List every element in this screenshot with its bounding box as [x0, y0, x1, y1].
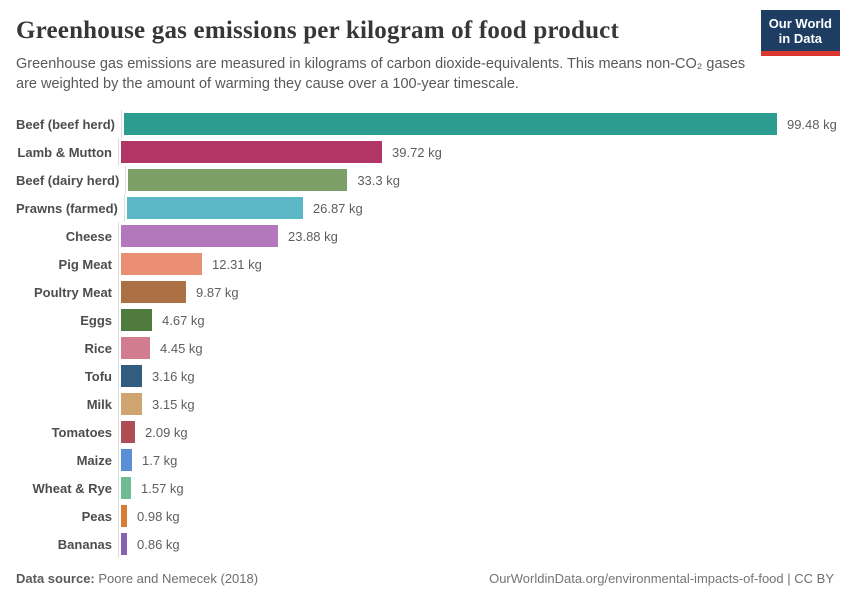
bar[interactable] [121, 449, 132, 471]
page-title: Greenhouse gas emissions per kilogram of… [16, 17, 619, 44]
category-label: Peas [81, 508, 112, 524]
value-label: 4.67 kg [162, 312, 205, 328]
chart-row: Beef (dairy herd) 33.3 kg [16, 166, 834, 194]
bar[interactable] [126, 197, 303, 219]
chart-row: Rice 4.45 kg [16, 334, 834, 362]
bar[interactable] [121, 225, 278, 247]
category-label: Poultry Meat [33, 284, 112, 300]
chart-row: Beef (beef herd) 99.48 kg [16, 110, 837, 138]
category-label: Bananas [57, 536, 112, 552]
footer-attribution: OurWorldinData.org/environmental-impacts… [489, 571, 834, 586]
category-label: Beef (beef herd) [16, 116, 115, 132]
value-label: 4.45 kg [160, 340, 203, 356]
bar[interactable] [128, 169, 348, 191]
footer-separator: | [783, 571, 795, 586]
value-label: 39.72 kg [392, 144, 442, 160]
value-label: 99.48 kg [786, 116, 837, 132]
category-label: Eggs [80, 312, 112, 328]
chart-row: Lamb & Mutton 39.72 kg [16, 138, 834, 166]
bar[interactable] [121, 281, 186, 303]
bar[interactable] [121, 421, 135, 443]
chart-row: Milk 3.15 kg [16, 390, 834, 418]
chart-row: Cheese 23.88 kg [16, 222, 834, 250]
category-label: Milk [86, 396, 112, 412]
data-source: Data source: Poore and Nemecek (2018) [16, 571, 258, 586]
bar-area: 4.45 kg [118, 334, 834, 362]
bar-area: 1.57 kg [118, 474, 834, 502]
bar[interactable] [123, 113, 777, 135]
value-label: 26.87 kg [312, 200, 363, 216]
bar-area: 33.3 kg [125, 166, 834, 194]
bar-area: 26.87 kg [123, 194, 834, 222]
bar-area: 0.86 kg [118, 530, 834, 558]
value-label: 23.88 kg [288, 228, 338, 244]
value-label: 33.3 kg [357, 172, 400, 188]
value-label: 3.15 kg [152, 396, 195, 412]
category-label: Tomatoes [51, 424, 112, 440]
category-label: Lamb & Mutton [17, 144, 112, 160]
chart-subtitle: Greenhouse gas emissions are measured in… [16, 56, 746, 92]
data-source-label: Data source: [16, 571, 95, 586]
category-label: Maize [76, 452, 112, 468]
chart-row: Maize 1.7 kg [16, 446, 834, 474]
value-label: 9.87 kg [196, 284, 239, 300]
category-label: Wheat & Rye [32, 480, 112, 496]
chart-row: Tomatoes 2.09 kg [16, 418, 834, 446]
bar[interactable] [121, 393, 142, 415]
chart-row: Bananas 0.86 kg [16, 530, 834, 558]
license-label: CC BY [794, 571, 834, 586]
bar[interactable] [121, 533, 127, 555]
bar[interactable] [121, 309, 152, 331]
value-label: 1.7 kg [142, 452, 178, 468]
chart-row: Eggs 4.67 kg [16, 306, 834, 334]
bar-area: 99.48 kg [120, 110, 837, 138]
value-label: 2.09 kg [145, 424, 188, 440]
bar[interactable] [121, 253, 202, 275]
bar[interactable] [121, 337, 150, 359]
category-label: Tofu [84, 368, 112, 384]
value-label: 12.31 kg [212, 256, 262, 272]
bar-area: 0.98 kg [118, 502, 834, 530]
chart-row: Peas 0.98 kg [16, 502, 834, 530]
category-label: Beef (dairy herd) [16, 172, 120, 188]
category-label: Prawns (farmed) [16, 200, 118, 216]
bar[interactable] [121, 365, 142, 387]
value-label: 0.98 kg [137, 508, 180, 524]
bar-rows: Beef (beef herd) 99.48 kg Lamb & Mutton 39.… [16, 110, 837, 558]
bar-area: 3.16 kg [118, 362, 834, 390]
category-label: Cheese [65, 228, 112, 244]
chart-row: Tofu 3.16 kg [16, 362, 834, 390]
value-label: 0.86 kg [137, 536, 180, 552]
bar-area: 12.31 kg [118, 250, 834, 278]
value-label: 1.57 kg [141, 480, 184, 496]
owid-url-link[interactable]: OurWorldinData.org/environmental-impacts… [489, 571, 784, 586]
bar-area: 1.7 kg [118, 446, 834, 474]
bar-chart: Beef (beef herd) 99.48 kg Lamb & Mutton 39.… [16, 110, 837, 558]
value-label: 3.16 kg [152, 368, 195, 384]
owid-logo[interactable]: Our World in Data [760, 10, 840, 56]
category-label: Rice [84, 340, 112, 356]
owid-logo-line2: in Data [778, 31, 823, 47]
chart-footer: Data source: Poore and Nemecek (2018) Ou… [16, 571, 834, 586]
owid-logo-line1: Our World [768, 16, 832, 31]
category-label: Pig Meat [58, 256, 112, 272]
bar-area: 9.87 kg [118, 278, 834, 306]
bar-area: 2.09 kg [118, 418, 834, 446]
bar-area: 3.15 kg [118, 390, 834, 418]
chart-header: Greenhouse gas emissions per kilogram of… [16, 10, 840, 94]
bar-area: 39.72 kg [118, 138, 834, 166]
bar-area: 23.88 kg [118, 222, 834, 250]
bar-area: 4.67 kg [118, 306, 834, 334]
chart-row: Wheat & Rye 1.57 kg [16, 474, 834, 502]
bar[interactable] [121, 505, 127, 527]
chart-row: Pig Meat 12.31 kg [16, 250, 834, 278]
bar[interactable] [121, 477, 131, 499]
data-source-value: Poore and Nemecek (2018) [94, 571, 259, 586]
bar[interactable] [121, 141, 382, 163]
chart-row: Prawns (farmed) 26.87 kg [16, 194, 834, 222]
chart-row: Poultry Meat 9.87 kg [16, 278, 834, 306]
